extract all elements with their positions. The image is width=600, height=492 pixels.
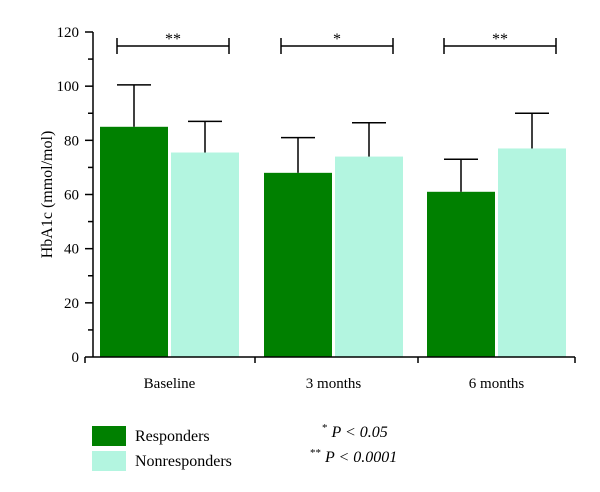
x-tick-label-0: Baseline — [144, 376, 196, 392]
note-stars: ** — [310, 447, 321, 459]
axes-layer: 0 20 40 60 80 100 120 Baseline 3 months 6 months H… — [39, 25, 576, 392]
legend-label-responders: Responders — [135, 428, 210, 445]
x-tick-label-2: 6 months — [469, 376, 525, 392]
x-tick-label-1: 3 months — [306, 376, 362, 392]
error-bars-layer — [117, 84, 549, 192]
y-tick-label: 80 — [64, 133, 79, 149]
y-axis-title: HbA1c (mmol/mol) — [39, 131, 56, 259]
y-tick-label: 60 — [64, 188, 79, 204]
legend-label-nonresponders: Nonresponders — [135, 453, 232, 470]
note-text: P < 0.0001 — [321, 449, 397, 466]
bar-responders-1 — [264, 172, 332, 357]
note-stars: * — [322, 422, 328, 434]
note-text: P < 0.05 — [328, 424, 388, 441]
bars-layer — [100, 126, 566, 358]
notes-layer: * P < 0.05** P < 0.0001 — [310, 422, 397, 466]
p-value-note-0: * P < 0.05 — [322, 422, 388, 441]
p-value-note-1: ** P < 0.0001 — [310, 447, 397, 466]
y-tick-label: 100 — [57, 79, 80, 95]
y-tick-label: 0 — [72, 350, 80, 366]
bar-responders-0 — [100, 126, 168, 358]
legend-swatch-nonresponders — [92, 451, 126, 471]
bar-responders-2 — [427, 191, 495, 357]
y-tick-label: 40 — [64, 242, 79, 258]
bar-nonresponders-2 — [498, 148, 566, 357]
sig-label-0: ** — [165, 31, 181, 48]
y-tick-label: 120 — [57, 25, 80, 41]
bar-nonresponders-0 — [171, 152, 239, 357]
sig-label-2: ** — [492, 31, 508, 48]
legend-layer: Responders Nonresponders — [92, 426, 232, 471]
legend-swatch-responders — [92, 426, 126, 446]
sig-label-1: * — [333, 31, 341, 48]
bar-nonresponders-1 — [335, 156, 403, 357]
significance-layer: ** * ** — [116, 31, 557, 54]
y-tick-label: 20 — [64, 296, 79, 312]
